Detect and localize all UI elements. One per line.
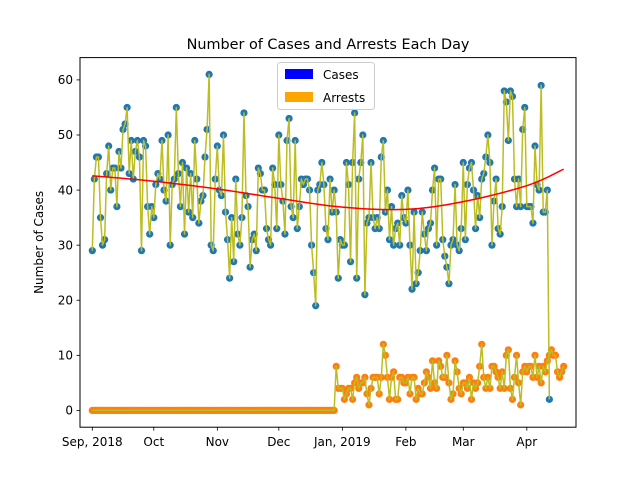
- x-tick-label: Sep, 2018: [62, 435, 123, 449]
- legend: Cases Arrests: [277, 62, 375, 110]
- y-tick-label: 10: [58, 349, 73, 363]
- plot-frame: [79, 57, 577, 428]
- arrests-line: [92, 343, 565, 412]
- x-tick-label: Feb: [395, 435, 416, 449]
- plot-area: [88, 70, 568, 414]
- legend-swatch-arrests: [285, 92, 313, 102]
- x-tick-label: Oct: [143, 435, 164, 449]
- y-tick-label: 40: [58, 183, 73, 197]
- y-tick-label: 20: [58, 293, 73, 307]
- y-tick-label: 0: [65, 404, 73, 418]
- legend-label-cases: Cases: [323, 68, 359, 82]
- cases-line: [91, 73, 551, 400]
- x-tick-label: Dec: [267, 435, 290, 449]
- y-axis: 0 10 20 30 40 50 60: [58, 73, 80, 418]
- x-tick-label: Jan, 2019: [313, 435, 371, 449]
- legend-label-arrests: Arrests: [323, 91, 365, 105]
- legend-swatch-cases: [285, 69, 313, 79]
- trend-line: [92, 168, 565, 211]
- x-tick-label: Mar: [452, 435, 475, 449]
- x-axis: Sep, 2018 Oct Nov Dec Jan, 2019 Feb Mar Apr: [62, 427, 537, 449]
- y-axis-label: Number of Cases: [32, 191, 46, 294]
- y-tick-label: 30: [58, 238, 73, 252]
- y-tick-label: 60: [58, 73, 73, 87]
- x-tick-label: Nov: [206, 435, 229, 449]
- arrests-point: [560, 362, 568, 370]
- y-tick-label: 50: [58, 128, 73, 142]
- x-tick-label: Apr: [516, 435, 537, 449]
- chart-title: Number of Cases and Arrests Each Day: [187, 37, 470, 53]
